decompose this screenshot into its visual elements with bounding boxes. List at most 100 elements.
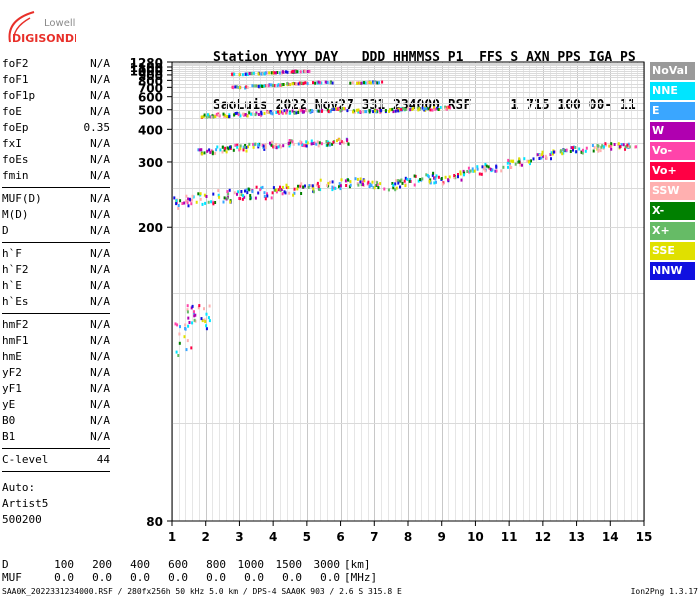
echo-point	[435, 180, 437, 184]
echo-point	[592, 149, 595, 153]
echo-point	[392, 110, 395, 114]
echo-point	[197, 148, 200, 152]
x-tick-label: 11	[501, 530, 518, 544]
echo-point	[226, 196, 229, 200]
echo-point	[617, 142, 620, 146]
echo-point	[276, 110, 279, 114]
y-tick-label: 1100	[130, 61, 163, 75]
echo-point	[404, 176, 407, 180]
echo-point	[331, 188, 334, 192]
echo-point	[416, 106, 419, 110]
file-info: SAA0K_2022331234000.RSF / 280fx256h 50 k…	[2, 587, 402, 596]
echo-point	[530, 159, 532, 163]
echo-point	[599, 149, 602, 153]
echo-point	[437, 175, 440, 179]
echo-point	[376, 183, 379, 187]
echo-point	[627, 145, 630, 149]
echo-point	[526, 159, 529, 163]
echo-point	[219, 148, 222, 152]
echo-point	[243, 195, 246, 199]
echo-point	[417, 108, 420, 112]
echo-point	[318, 141, 321, 145]
echo-point	[300, 81, 303, 85]
echo-point	[214, 151, 217, 155]
echo-point	[263, 84, 266, 88]
param-name: foF2	[2, 57, 29, 70]
echo-point	[379, 182, 382, 186]
echo-point	[291, 82, 294, 86]
echo-point	[421, 106, 424, 110]
echo-point	[327, 110, 330, 113]
param-name: C-level	[2, 453, 49, 466]
param-value: N/A	[90, 430, 110, 443]
echo-point	[271, 191, 274, 195]
echo-point	[408, 179, 411, 183]
echo-point	[223, 113, 226, 117]
param-name: fmin	[2, 169, 29, 182]
echo-point	[320, 142, 323, 146]
echo-point	[193, 314, 196, 318]
echo-point	[297, 142, 300, 146]
echo-point	[376, 181, 379, 185]
autoscaling-info: Auto: Artist5 500200	[2, 480, 48, 528]
echo-point	[407, 107, 410, 111]
echo-point	[285, 111, 288, 115]
echo-point	[306, 141, 309, 145]
param-value: N/A	[90, 366, 110, 379]
echo-point	[459, 172, 462, 176]
echo-point	[310, 184, 313, 188]
param-name: MUF(D)	[2, 192, 42, 205]
echo-point	[233, 72, 236, 76]
legend-item: Vo-	[650, 142, 695, 160]
echo-point	[337, 106, 340, 110]
param-name: h`E	[2, 279, 22, 292]
echo-point	[197, 306, 200, 310]
chart-ticks: 1 2 3 4 5 6 7 8 9 10 11 12 13 14 158020030040050060070…	[130, 56, 653, 544]
echo-point	[399, 185, 401, 189]
param-row: B0 N/A	[2, 413, 110, 429]
echo-point	[541, 153, 544, 156]
echo-point	[328, 141, 331, 145]
echo-point	[429, 108, 432, 112]
echo-point	[221, 150, 224, 154]
param-name: fxI	[2, 137, 22, 150]
echo-point	[627, 142, 630, 146]
echo-point	[279, 185, 281, 189]
x-tick-label: 10	[467, 530, 484, 544]
echo-point	[281, 192, 284, 196]
echo-point	[248, 111, 251, 115]
echo-point	[278, 144, 281, 148]
param-name: hmF1	[2, 334, 29, 347]
echo-point	[532, 157, 535, 161]
echo-point	[578, 147, 581, 151]
echo-point	[194, 313, 197, 317]
echo-point	[506, 161, 509, 165]
echo-point	[210, 115, 213, 119]
echo-point	[360, 81, 363, 85]
echo-point	[414, 174, 417, 178]
echo-point	[436, 106, 439, 110]
echo-point	[572, 146, 574, 150]
echo-point	[353, 111, 356, 114]
echo-point	[248, 188, 251, 192]
echo-point	[214, 201, 217, 204]
echo-point	[280, 83, 283, 87]
echo-point	[270, 111, 273, 115]
echo-point	[302, 185, 305, 189]
echo-point	[225, 150, 228, 154]
y-tick-label: 800	[138, 74, 163, 88]
echo-point	[193, 318, 196, 322]
echo-point	[198, 304, 201, 308]
echo-point	[342, 141, 345, 145]
echo-point	[293, 187, 296, 191]
y-tick-label: 1000	[130, 65, 163, 79]
legend-item: SSE	[650, 242, 695, 260]
echo-point	[401, 181, 404, 185]
param-name: yE	[2, 398, 16, 411]
echo-point	[509, 162, 511, 166]
echo-point	[624, 147, 626, 151]
echo-point	[391, 182, 394, 185]
echo-point	[581, 151, 584, 155]
echo-point	[347, 142, 350, 146]
echo-point	[366, 182, 369, 186]
